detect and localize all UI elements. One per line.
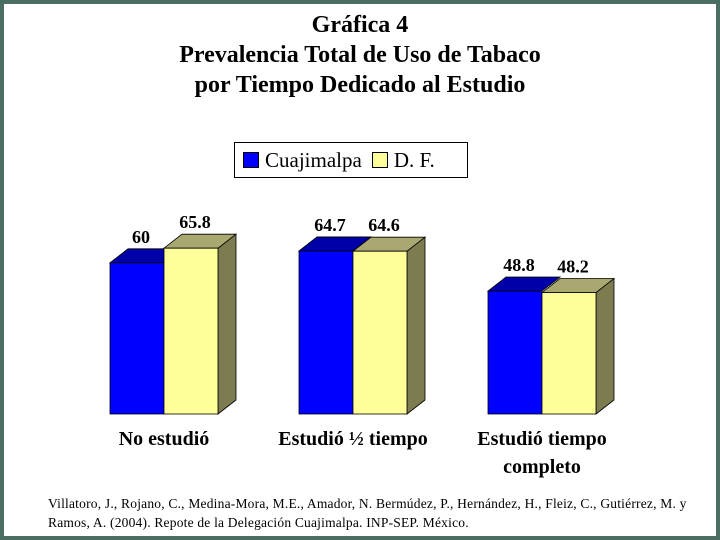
value-label-df-1: 64.6: [368, 215, 400, 235]
category-label-1-line-0: Estudió ½ tiempo: [278, 428, 428, 450]
title-line-2: Prevalencia Total de Uso de Tabaco: [179, 42, 541, 68]
legend-label-df: D. F.: [393, 147, 435, 172]
legend-label-cuajimalpa: Cuajimalpa: [265, 147, 362, 172]
value-label-cuajimalpa-2: 48.8: [503, 255, 535, 275]
legend-swatch-cuajimalpa: [243, 152, 259, 168]
bar-df-2: [541, 292, 597, 415]
value-label-cuajimalpa-0: 60: [132, 227, 150, 247]
category-label-2-line-1: completo: [503, 456, 581, 478]
bar-df-1: [352, 250, 408, 415]
value-label-df-2: 48.2: [557, 257, 589, 277]
legend-item-cuajimalpa: Cuajimalpa: [243, 148, 362, 173]
bar-side-df-1: [406, 236, 426, 415]
category-label-0-line-0: No estudió: [118, 428, 210, 450]
title-line-3: por Tiempo Dedicado al Estudio: [194, 72, 526, 98]
legend-swatch-df: [371, 152, 388, 168]
value-label-df-0: 65.8: [179, 212, 211, 232]
chart-title: Gráfica 4 Prevalencia Total de Uso de Ta…: [0, 10, 720, 100]
bar-cuajimalpa-2: [487, 290, 543, 415]
bar-cuajimalpa-0: [109, 262, 165, 415]
category-label-0: No estudió: [64, 425, 264, 453]
title-line-1: Gráfica 4: [311, 12, 409, 38]
chart-legend: Cuajimalpa D. F.: [234, 142, 468, 178]
bar-cuajimalpa-1: [298, 250, 354, 415]
legend-item-df: D. F.: [371, 147, 435, 173]
citation: Villatoro, J., Rojano, C., Medina-Mora, …: [48, 496, 687, 530]
value-label-cuajimalpa-1: 64.7: [314, 215, 346, 235]
bar-df-0: [163, 247, 219, 415]
category-label-2: Estudió tiempo completo: [442, 425, 642, 481]
category-label-2-line-0: Estudió tiempo: [477, 428, 607, 450]
bar-side-df-2: [595, 277, 615, 415]
bar-side-df-0: [217, 233, 237, 415]
category-label-1: Estudió ½ tiempo: [253, 425, 453, 453]
